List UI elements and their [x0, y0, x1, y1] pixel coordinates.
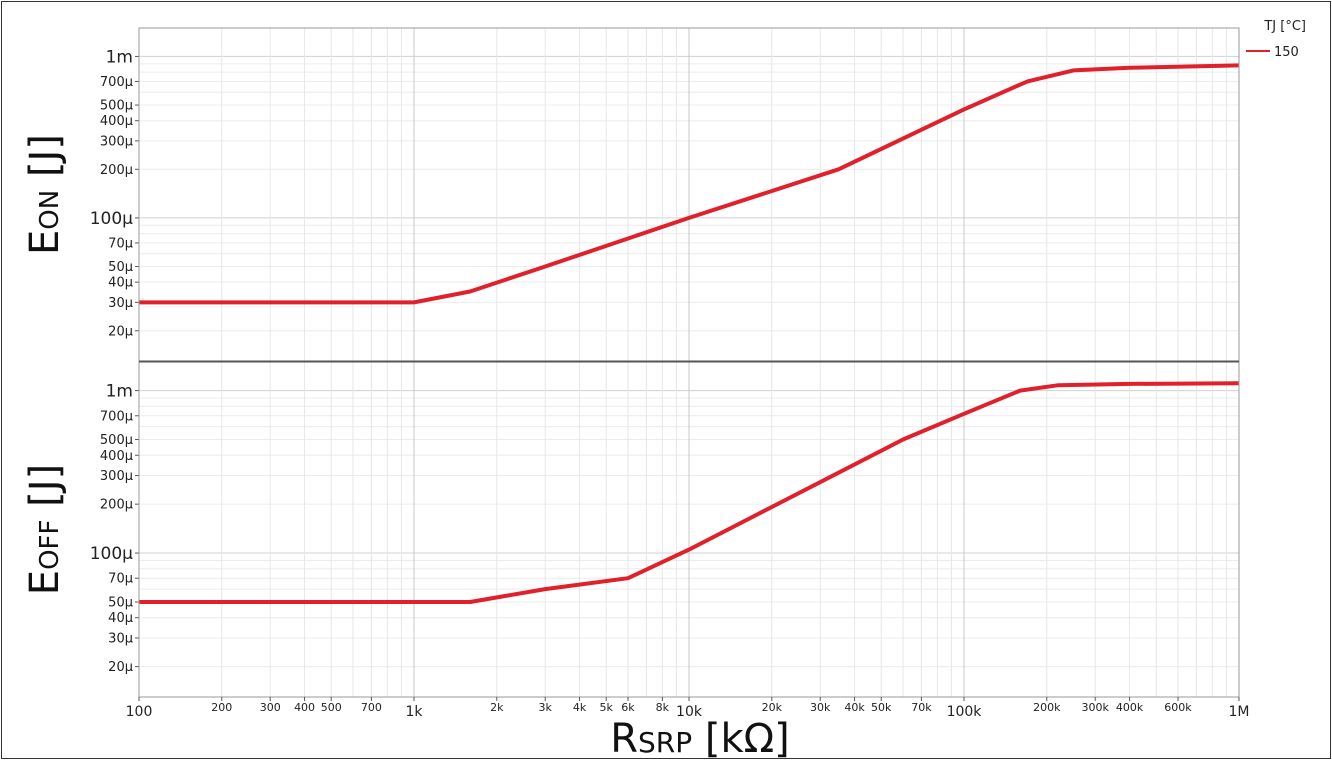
x-tick-label: 400 [294, 701, 315, 714]
y-tick-label: 100µ [90, 209, 133, 229]
x-tick-label: 300k [1082, 701, 1110, 714]
y-tick-label: 30µ [108, 632, 133, 647]
y-tick-label: 700µ [100, 75, 133, 90]
y-tick-label: 1m [106, 382, 133, 402]
x-axis-label-main: R [610, 716, 638, 760]
legend: TJ [°C] 150 [1246, 19, 1306, 60]
x-tick-label: 20k [762, 701, 783, 714]
y-tick-label: 700µ [100, 409, 133, 424]
y-axis-label-sub: OFF [35, 520, 65, 570]
y-tick-label: 70µ [108, 236, 133, 251]
x-tick-label: 3k [539, 701, 553, 714]
y-tick-label: 300µ [100, 469, 133, 484]
y-tick-label: 70µ [108, 572, 133, 587]
x-tick-label: 100k [947, 704, 983, 720]
y-tick-label: 30µ [108, 296, 133, 311]
x-tick-label: 600k [1164, 701, 1192, 714]
y-tick-label: 20µ [108, 324, 133, 339]
y-tick-label: 500µ [100, 99, 133, 114]
x-tick-label: 300 [260, 701, 281, 714]
x-axis-label: RSRP [kΩ] [610, 716, 790, 760]
y-tick-label: 50µ [108, 595, 133, 610]
x-tick-label: 400k [1116, 701, 1144, 714]
y-axis-label-unit: [J] [22, 134, 68, 190]
x-tick-label: 200 [211, 701, 232, 714]
x-axis-label-sub: SRP [638, 726, 692, 759]
x-tick-label: 100 [126, 704, 153, 720]
legend-item-label: 150 [1274, 45, 1299, 60]
x-tick-label: 200k [1033, 701, 1061, 714]
y-tick-label: 40µ [108, 611, 133, 626]
x-tick-label: 5k [600, 701, 614, 714]
x-tick-label: 700 [361, 701, 382, 714]
y-tick-label: 40µ [108, 276, 133, 291]
x-tick-label: 50k [871, 701, 892, 714]
y-tick-label: 1m [106, 47, 133, 67]
y-axis-label-main: E [22, 570, 68, 595]
x-tick-label: 30k [810, 701, 831, 714]
x-tick-label: 10k [676, 704, 703, 720]
y-tick-label: 400µ [100, 449, 133, 464]
x-tick-label: 8k [656, 701, 670, 714]
y-tick-label: 20µ [108, 660, 133, 675]
x-tick-label: 70k [911, 701, 932, 714]
series-line-top-150 [139, 63, 1240, 305]
x-tick-label: 4k [573, 701, 587, 714]
y-tick-label: 400µ [100, 114, 133, 129]
series-line-bottom-150 [139, 381, 1240, 604]
x-tick-label: 1k [405, 704, 423, 720]
x-tick-label: 2k [490, 701, 504, 714]
y-axis-label-unit: [J] [22, 464, 68, 520]
y-tick-label: 50µ [108, 260, 133, 275]
y-axis-label-top: EON [J] [22, 134, 68, 255]
y-tick-label: 200µ [100, 163, 133, 178]
x-tick-label: 500 [321, 701, 342, 714]
y-axis-label-sub: ON [35, 190, 65, 230]
x-tick-label: 1M [1229, 704, 1250, 720]
y-tick-label: 200µ [100, 498, 133, 513]
x-tick-label: 40k [844, 701, 865, 714]
x-axis-label-unit: [kΩ] [692, 716, 790, 760]
legend-title: TJ [°C] [1263, 19, 1306, 34]
y-tick-label: 500µ [100, 433, 133, 448]
y-axis-label-main: E [22, 230, 68, 255]
y-axis-label-bottom: EOFF [J] [22, 464, 68, 595]
x-tick-label: 6k [621, 701, 635, 714]
y-tick-label: 300µ [100, 134, 133, 149]
y-tick-label: 100µ [90, 544, 133, 564]
